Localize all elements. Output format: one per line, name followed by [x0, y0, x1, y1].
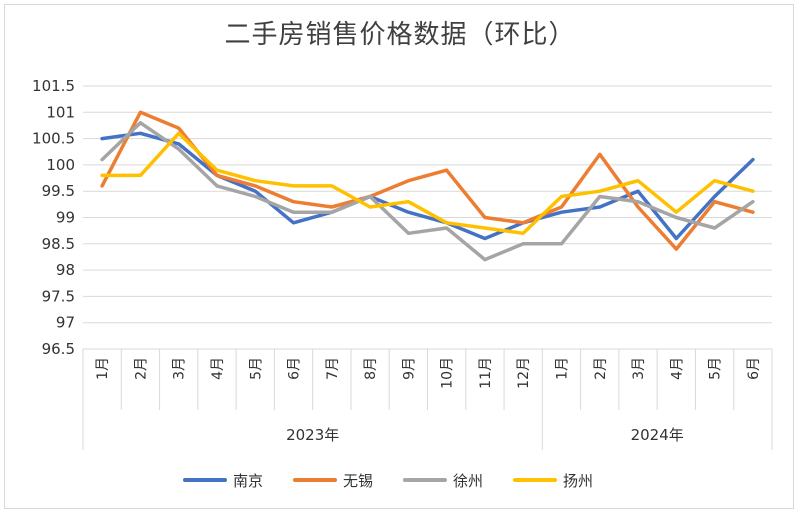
y-tick-label: 100.5	[32, 130, 75, 148]
gridlines	[83, 85, 772, 324]
x-tick-label: 12月	[516, 357, 532, 389]
chart-title: 二手房销售价格数据（环比）	[224, 20, 576, 50]
x-tick-label: 8月	[363, 357, 379, 380]
legend-label-4: 扬州	[563, 472, 593, 490]
legend-label-3: 徐州	[453, 472, 483, 490]
x-tick-label: 6月	[746, 357, 762, 380]
axes: 96.5 97 97.5 98 98.5 99 99.5 100 100.5 101 101.5 20…	[32, 77, 773, 450]
y-tick-label: 98	[56, 261, 75, 279]
year-group-label: 2023年	[286, 426, 339, 444]
x-tick-label: 5月	[708, 357, 724, 380]
y-tick-label: 97	[56, 314, 75, 332]
x-tick-label: 7月	[325, 357, 341, 380]
legend-label-2: 无锡	[343, 472, 373, 490]
x-tick-label: 9月	[401, 357, 417, 380]
y-tick-label: 97.5	[42, 287, 75, 305]
legend: 南京 无锡 徐州 扬州	[183, 472, 593, 490]
legend-label-1: 南京	[233, 472, 263, 490]
y-tick-label: 99	[56, 209, 75, 227]
y-tick-label: 101.5	[32, 77, 75, 95]
x-tick-label: 3月	[631, 357, 647, 380]
series-lines	[100, 110, 755, 262]
x-tick-label: 11月	[478, 357, 494, 389]
x-tick-label: 5月	[248, 357, 264, 380]
y-tick-label: 99.5	[42, 182, 75, 200]
x-tick-label: 4月	[210, 357, 226, 380]
series-line-4	[100, 131, 755, 236]
x-tick-label: 1月	[95, 357, 111, 380]
x-tick-label: 2月	[133, 357, 149, 380]
chart-frame	[4, 4, 794, 509]
y-tick-label: 96.5	[42, 340, 75, 358]
year-group-label: 2024年	[631, 426, 684, 444]
x-tick-label: 4月	[669, 357, 685, 380]
y-tick-label: 100	[46, 156, 75, 174]
x-tick-label: 3月	[172, 357, 188, 380]
x-tick-label: 6月	[287, 357, 303, 380]
y-tick-label: 101	[46, 103, 75, 121]
series-line-1	[100, 131, 755, 241]
series-line-3	[100, 121, 755, 262]
x-tick-label: 10月	[440, 357, 456, 389]
x-tick-label: 2月	[593, 357, 609, 380]
x-tick-label: 1月	[554, 357, 570, 380]
y-tick-label: 98.5	[42, 235, 75, 253]
series-line-2	[100, 110, 755, 251]
